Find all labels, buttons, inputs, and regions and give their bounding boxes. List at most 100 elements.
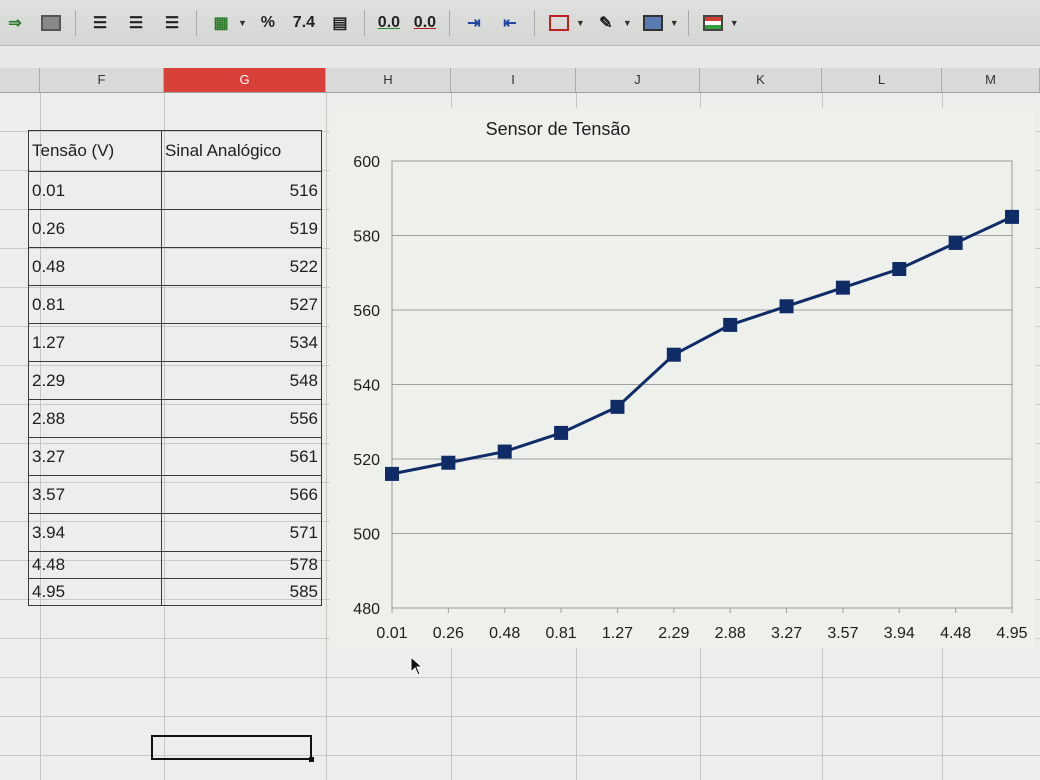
- mouse-pointer-icon: [410, 656, 424, 676]
- data-point-marker[interactable]: [835, 280, 850, 295]
- column-header-f[interactable]: F: [40, 68, 164, 92]
- date-format-icon[interactable]: ▤: [332, 14, 348, 32]
- cell-sinal[interactable]: 516: [161, 171, 322, 210]
- table-row: 3.27 561: [28, 437, 322, 476]
- cell-tensao[interactable]: 4.95: [28, 578, 162, 606]
- cell-sinal[interactable]: 571: [161, 513, 322, 552]
- column-header-h[interactable]: H: [326, 68, 451, 92]
- series-markers: [385, 209, 1019, 481]
- data-point-marker[interactable]: [385, 466, 399, 481]
- column-header-m[interactable]: M: [942, 68, 1040, 92]
- conditional-format-icon[interactable]: [698, 9, 728, 37]
- data-point-marker[interactable]: [779, 299, 794, 314]
- cell-sinal[interactable]: 585: [161, 578, 322, 606]
- cell-tensao[interactable]: 0.01: [28, 171, 162, 210]
- cell-sinal[interactable]: 519: [161, 209, 322, 248]
- data-point-marker[interactable]: [441, 455, 456, 470]
- table-row: 3.94 571: [28, 513, 322, 552]
- currency-format-icon[interactable]: ▦: [213, 14, 229, 32]
- y-tick-label: 600: [353, 154, 380, 171]
- align-right-icon[interactable]: ☰: [164, 14, 180, 32]
- plot-area-frame: [391, 160, 1013, 609]
- column-header-j[interactable]: J: [576, 68, 700, 92]
- grid-line: [326, 93, 327, 780]
- data-table: Tensão (V) Sinal Analógico 0.01 516 0.26 5…: [28, 130, 322, 606]
- chevron-down-icon[interactable]: ▼: [669, 17, 679, 28]
- add-decimal-button[interactable]: 0.0: [377, 13, 401, 31]
- x-tick-label: 0.48: [489, 625, 520, 642]
- cell-sinal[interactable]: 566: [161, 475, 322, 514]
- decrease-indent-icon[interactable]: ⇤: [503, 14, 517, 32]
- chevron-down-icon[interactable]: ▼: [575, 17, 585, 28]
- y-tick-label: 480: [353, 601, 380, 618]
- cell-tensao[interactable]: 4.48: [28, 551, 162, 579]
- data-point-marker[interactable]: [723, 317, 738, 332]
- data-point-marker[interactable]: [1005, 209, 1019, 224]
- cell-sinal[interactable]: 561: [161, 437, 322, 476]
- background-color-icon[interactable]: [638, 9, 668, 37]
- column-header-k[interactable]: K: [700, 68, 822, 92]
- chevron-down-icon[interactable]: ▼: [622, 17, 632, 28]
- table-row: 0.26 519: [28, 209, 322, 248]
- cell-sinal[interactable]: 578: [161, 551, 322, 579]
- data-point-marker[interactable]: [892, 262, 907, 277]
- increase-indent-icon[interactable]: ⇥: [467, 14, 481, 32]
- table-row: 0.48 522: [28, 247, 322, 286]
- data-point-marker[interactable]: [666, 347, 681, 362]
- insert-icon[interactable]: ⇒: [8, 14, 22, 32]
- x-tick-label: 0.01: [376, 625, 407, 642]
- border-style-icon[interactable]: ✎: [599, 14, 613, 32]
- align-left-icon[interactable]: ☰: [92, 14, 108, 32]
- data-point-marker[interactable]: [610, 399, 625, 414]
- selected-cell[interactable]: [151, 735, 314, 762]
- toolbar-separator: [533, 9, 535, 36]
- column-header-l[interactable]: L: [822, 68, 942, 92]
- series-line: [391, 215, 1013, 476]
- header-cell-tensao[interactable]: Tensão (V): [28, 130, 162, 172]
- data-point-marker[interactable]: [497, 444, 512, 459]
- data-point-marker[interactable]: [948, 235, 963, 250]
- cell-tensao[interactable]: 2.88: [28, 399, 162, 438]
- line-chart[interactable]: Sensor de Tensão 480 500 520 540 560 580 600 0…: [330, 108, 1035, 648]
- cell-tensao[interactable]: 0.48: [28, 247, 162, 286]
- chevron-down-icon[interactable]: ▼: [238, 17, 247, 28]
- cell-tensao[interactable]: 3.94: [28, 513, 162, 552]
- chevron-down-icon[interactable]: ▼: [729, 17, 739, 28]
- cell-tensao[interactable]: 3.27: [28, 437, 162, 476]
- table-row: 4.48 578: [28, 551, 322, 579]
- cell-sinal[interactable]: 534: [161, 323, 322, 362]
- cell-sinal[interactable]: 527: [161, 285, 322, 324]
- cell-tensao[interactable]: 0.81: [28, 285, 162, 324]
- grid-icon[interactable]: [36, 9, 66, 37]
- table-header-row: Tensão (V) Sinal Analógico: [28, 130, 322, 172]
- table-row: 1.27 534: [28, 323, 322, 362]
- y-tick-label: 520: [353, 452, 380, 469]
- cell-sinal[interactable]: 522: [161, 247, 322, 286]
- cell-sinal[interactable]: 556: [161, 399, 322, 438]
- x-tick-label: 1.27: [602, 625, 633, 642]
- column-header-i[interactable]: I: [451, 68, 576, 92]
- remove-decimal-button[interactable]: 0.0: [413, 13, 437, 31]
- column-header-g[interactable]: G: [164, 68, 326, 92]
- x-tick-label: 0.81: [546, 625, 577, 642]
- header-cell-sinal[interactable]: Sinal Analógico: [161, 130, 322, 172]
- align-center-icon[interactable]: ☰: [128, 14, 144, 32]
- toolbar-separator: [363, 9, 365, 36]
- cell-tensao[interactable]: 1.27: [28, 323, 162, 362]
- number-format-button[interactable]: 7.4: [292, 13, 316, 31]
- percent-format-button[interactable]: %: [260, 13, 276, 31]
- cell-tensao[interactable]: 3.57: [28, 475, 162, 514]
- x-tick-label: 0.26: [433, 625, 464, 642]
- cell-tensao[interactable]: 0.26: [28, 209, 162, 248]
- table-row: 2.29 548: [28, 361, 322, 400]
- cell-tensao[interactable]: 2.29: [28, 361, 162, 400]
- chart-background: [330, 108, 1035, 648]
- y-tick-label: 580: [353, 229, 380, 246]
- toolbar-separator: [196, 9, 197, 36]
- borders-icon[interactable]: [544, 9, 574, 37]
- toolbar-separator: [448, 9, 450, 36]
- data-point-marker[interactable]: [554, 425, 569, 440]
- cell-sinal[interactable]: 548: [161, 361, 322, 400]
- table-row: 4.95 585: [28, 578, 322, 606]
- x-tick-label: 2.29: [658, 625, 689, 642]
